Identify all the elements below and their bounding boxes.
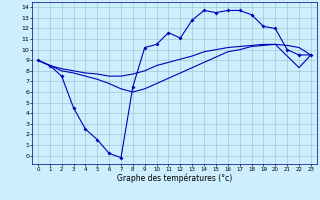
X-axis label: Graphe des températures (°c): Graphe des températures (°c) bbox=[117, 173, 232, 183]
